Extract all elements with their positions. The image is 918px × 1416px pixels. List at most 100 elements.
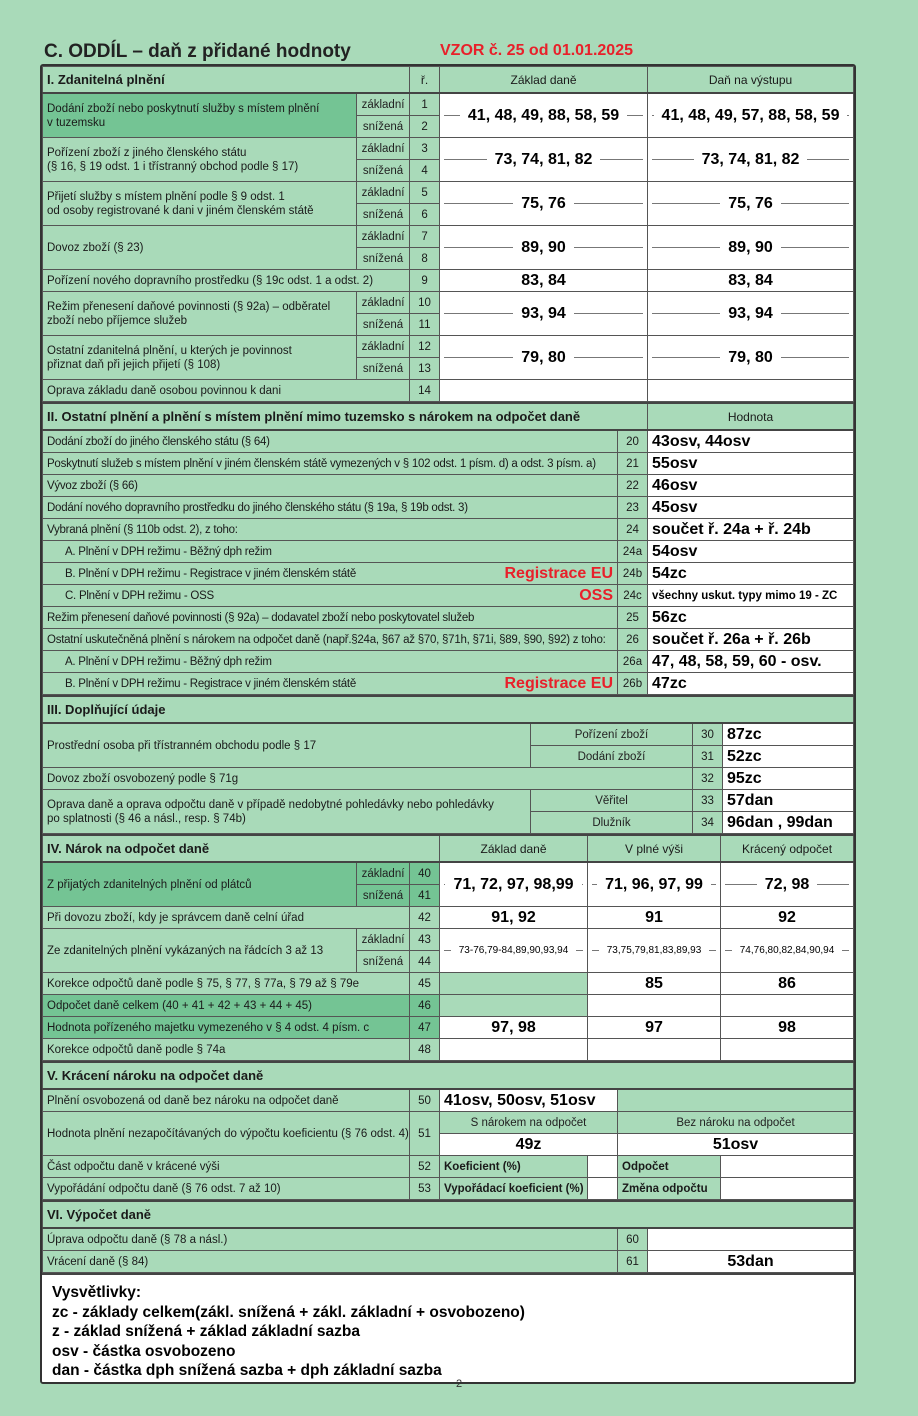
row-number: 25 (616, 606, 649, 629)
value-cell[interactable]: 75, 76 (439, 181, 649, 226)
deduction-input[interactable] (720, 1155, 854, 1178)
row-number: 9 (409, 269, 441, 292)
value-cell[interactable]: 93, 94 (647, 291, 854, 336)
row-label: C. Plnění v DPH režimu - OSS (65, 589, 214, 602)
value-cell[interactable]: 73,75,79,81,83,89,93 (587, 928, 722, 973)
value-cell[interactable]: 55osv (647, 452, 854, 475)
value-cell[interactable]: 73, 74, 81, 82 (439, 137, 649, 182)
rate-basic: základní (355, 137, 411, 160)
empty-cell (617, 1088, 854, 1112)
value-text: 75, 76 (444, 195, 643, 213)
value-cell[interactable] (647, 379, 854, 402)
value-cell[interactable]: 71, 96, 97, 99 (587, 861, 722, 907)
row-number: 6 (409, 203, 441, 226)
value-cell[interactable]: 54osv (647, 540, 854, 563)
value-cell[interactable]: 74,76,80,82,84,90,94 (720, 928, 854, 973)
value-cell[interactable]: 43osv, 44osv (647, 429, 854, 453)
value-cell[interactable]: 83, 84 (439, 269, 649, 292)
row-label-cell: Dodání nového dopravního prostředku do j… (42, 496, 618, 519)
value-cell[interactable]: 95zc (722, 767, 854, 790)
section-1-title: I. Zdanitelná plnění (42, 66, 411, 94)
section-4: IV. Nárok na odpočet daně Základ daně V … (42, 834, 854, 1061)
row-number: 47 (408, 1016, 441, 1039)
row-label: Plnění osvobozená od daně bez nároku na … (42, 1088, 410, 1112)
row-label: B. Plnění v DPH režimu - Registrace v ji… (65, 567, 356, 580)
value-cell[interactable]: 54zc (647, 562, 854, 585)
row-number: 24c (616, 584, 649, 607)
value-cell[interactable]: 41, 48, 49, 88, 58, 59 (439, 92, 649, 138)
row-number: 24b (616, 562, 649, 585)
row-label: Ostatní zdanitelná plnění, u kterých je … (42, 335, 357, 380)
row-label: Poskytnutí služeb s místem plnění v jiné… (47, 457, 596, 470)
value-cell[interactable] (439, 1038, 589, 1061)
section-5: V. Krácení nároku na odpočet daně Plnění… (42, 1061, 854, 1200)
value-cell[interactable] (587, 1038, 722, 1061)
value-cell[interactable]: 47zc (647, 672, 854, 695)
row-number: 46 (408, 994, 441, 1017)
row-label-cell: Vývoz zboží (§ 66) (42, 474, 618, 497)
value-cell[interactable]: 73, 74, 81, 82 (647, 137, 854, 182)
coefficient-input[interactable] (587, 1155, 618, 1178)
section-1: I. Zdanitelná plnění ř. Základ daně Daň … (42, 66, 854, 402)
value-cell[interactable]: 85 (587, 972, 722, 995)
value-cell[interactable]: všechny uskut. typy mimo 19 - ZC (647, 584, 854, 607)
deduction-change-label: Změna odpočtu (617, 1177, 721, 1200)
value-cell[interactable]: 46osv (647, 474, 854, 497)
value-cell[interactable]: 49z (439, 1133, 618, 1156)
section-2-title: II. Ostatní plnění a plnění s místem pln… (42, 402, 649, 431)
value-cell[interactable] (587, 994, 722, 1017)
value-cell[interactable] (720, 1038, 854, 1061)
row-number: 34 (692, 811, 723, 834)
value-cell[interactable]: 75, 76 (647, 181, 854, 226)
value-cell[interactable]: 98 (720, 1016, 854, 1039)
row-label: B. Plnění v DPH režimu - Registrace v ji… (65, 677, 356, 690)
column-header-reduced: Krácený odpočet (720, 834, 854, 863)
value-cell[interactable] (720, 994, 854, 1017)
value-cell[interactable] (647, 1227, 854, 1251)
value-cell[interactable]: 45osv (647, 496, 854, 519)
value-cell[interactable]: 89, 90 (647, 225, 854, 270)
row-number: 32 (692, 767, 723, 790)
value-cell[interactable]: 52zc (722, 745, 854, 768)
value-cell[interactable]: 56zc (647, 606, 854, 629)
value-cell[interactable]: 51osv (617, 1133, 854, 1156)
row-label: Korekce odpočtů daně podle § 74a (42, 1038, 410, 1061)
value-cell[interactable]: 87zc (722, 722, 854, 746)
value-cell[interactable] (439, 379, 649, 402)
value-text: 73,75,79,81,83,89,93 (592, 945, 716, 956)
value-cell[interactable]: 97, 98 (439, 1016, 589, 1039)
rate-reduced: snížená (355, 313, 411, 336)
value-cell[interactable]: 97 (587, 1016, 722, 1039)
value-cell[interactable]: 41osv, 50osv, 51osv (439, 1088, 618, 1112)
row-number: 26a (616, 650, 649, 673)
deduction-label: Odpočet (617, 1155, 721, 1178)
value-cell[interactable]: 83, 84 (647, 269, 854, 292)
row-label: Vypořádání odpočtu daně (§ 76 odst. 7 až… (42, 1177, 410, 1200)
value-cell[interactable]: součet ř. 26a + ř. 26b (647, 628, 854, 651)
value-cell[interactable]: 57dan (722, 789, 854, 812)
value-cell[interactable]: 71, 72, 97, 98,99 (439, 861, 589, 907)
value-cell[interactable]: 92 (720, 906, 854, 929)
value-cell[interactable]: 41, 48, 49, 57, 88, 58, 59 (647, 92, 854, 138)
value-cell[interactable]: 89, 90 (439, 225, 649, 270)
settlement-coefficient-input[interactable] (587, 1177, 618, 1200)
value-cell[interactable]: 91, 92 (439, 906, 589, 929)
row-label: Přijetí služby s místem plnění podle § 9… (42, 181, 357, 226)
value-cell[interactable]: 79, 80 (647, 335, 854, 380)
value-cell[interactable]: 73-76,79-84,89,90,93,94 (439, 928, 589, 973)
value-cell[interactable]: 79, 80 (439, 335, 649, 380)
value-cell[interactable]: 53dan (647, 1250, 854, 1273)
value-cell[interactable]: 47, 48, 58, 59, 60 - osv. (647, 650, 854, 673)
value-cell[interactable]: 91 (587, 906, 722, 929)
value-cell[interactable]: 93, 94 (439, 291, 649, 336)
row-label-cell: C. Plnění v DPH režimu - OSS OSS (42, 584, 618, 607)
rate-reduced: snížená (356, 950, 410, 973)
table-row: Dodání nového dopravního prostředku do j… (42, 496, 854, 519)
value-cell[interactable]: 96dan , 99dan (722, 811, 854, 834)
value-cell[interactable]: součet ř. 24a + ř. 24b (647, 518, 854, 541)
deduction-change-input[interactable] (720, 1177, 854, 1200)
row-label: A. Plnění v DPH režimu - Běžný dph režim (65, 655, 272, 668)
section-3-title: III. Doplňující údaje (42, 695, 854, 724)
value-cell[interactable]: 72, 98 (720, 861, 854, 907)
value-cell[interactable]: 86 (720, 972, 854, 995)
